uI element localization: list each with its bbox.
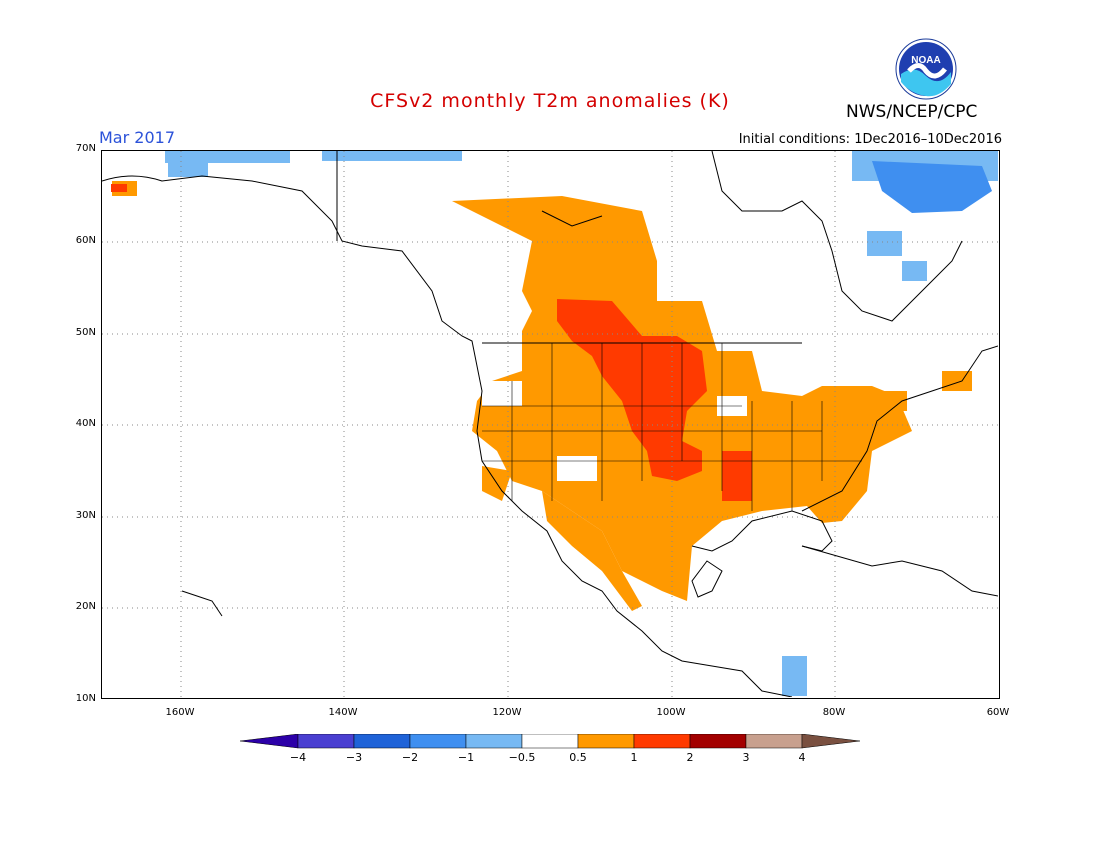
lat-label-30n: 30N — [75, 510, 96, 521]
lat-label-40n: 40N — [75, 418, 96, 429]
legend-label: −0.5 — [508, 751, 536, 764]
initial-conditions: Initial conditions: 1Dec2016–10Dec2016 — [738, 132, 1002, 147]
lat-label-10n: 10N — [75, 693, 96, 704]
legend-cell-8 — [689, 734, 747, 749]
lon-label-160w: 160W — [165, 707, 195, 718]
legend-cell-0 — [240, 734, 299, 749]
lat-label-50n: 50N — [75, 327, 96, 338]
legend-label: 4 — [798, 751, 806, 764]
valid-month: Mar 2017 — [99, 128, 175, 147]
legend-cell-1 — [297, 734, 355, 749]
legend-label: −3 — [345, 751, 363, 764]
legend-cell-2 — [353, 734, 411, 749]
legend-cell-4 — [465, 734, 523, 749]
lat-label-70n: 70N — [75, 143, 96, 154]
lon-label-100w: 100W — [656, 707, 686, 718]
noaa-logo: NOAA — [895, 38, 957, 100]
anomaly-shading — [111, 151, 998, 696]
anomaly-map — [101, 150, 1000, 699]
legend-label: 1 — [630, 751, 638, 764]
lon-label-120w: 120W — [492, 707, 522, 718]
agency-label: NWS/NCEP/CPC — [846, 102, 978, 122]
lat-label-60n: 60N — [75, 235, 96, 246]
lon-label-140w: 140W — [328, 707, 358, 718]
map-canvas — [101, 150, 999, 698]
color-legend — [240, 734, 861, 749]
legend-label: 0.5 — [569, 751, 587, 764]
legend-cell-5 — [521, 734, 579, 749]
lat-label-20n: 20N — [75, 601, 96, 612]
legend-cell-10 — [801, 734, 861, 749]
legend-label: −4 — [289, 751, 307, 764]
lon-label-80w: 80W — [822, 707, 846, 718]
legend-cell-3 — [409, 734, 467, 749]
lon-label-60w: 60W — [986, 707, 1010, 718]
map-title: CFSv2 monthly T2m anomalies (K) — [370, 90, 730, 112]
legend-label: −1 — [457, 751, 475, 764]
legend-label: 3 — [742, 751, 750, 764]
political-borders — [482, 343, 862, 511]
legend-label: −2 — [401, 751, 419, 764]
coastlines — [101, 150, 999, 698]
legend-label: 2 — [686, 751, 694, 764]
legend-cell-6 — [577, 734, 635, 749]
legend-cell-7 — [633, 734, 691, 749]
legend-cell-9 — [745, 734, 803, 749]
svg-text:NOAA: NOAA — [911, 55, 940, 66]
